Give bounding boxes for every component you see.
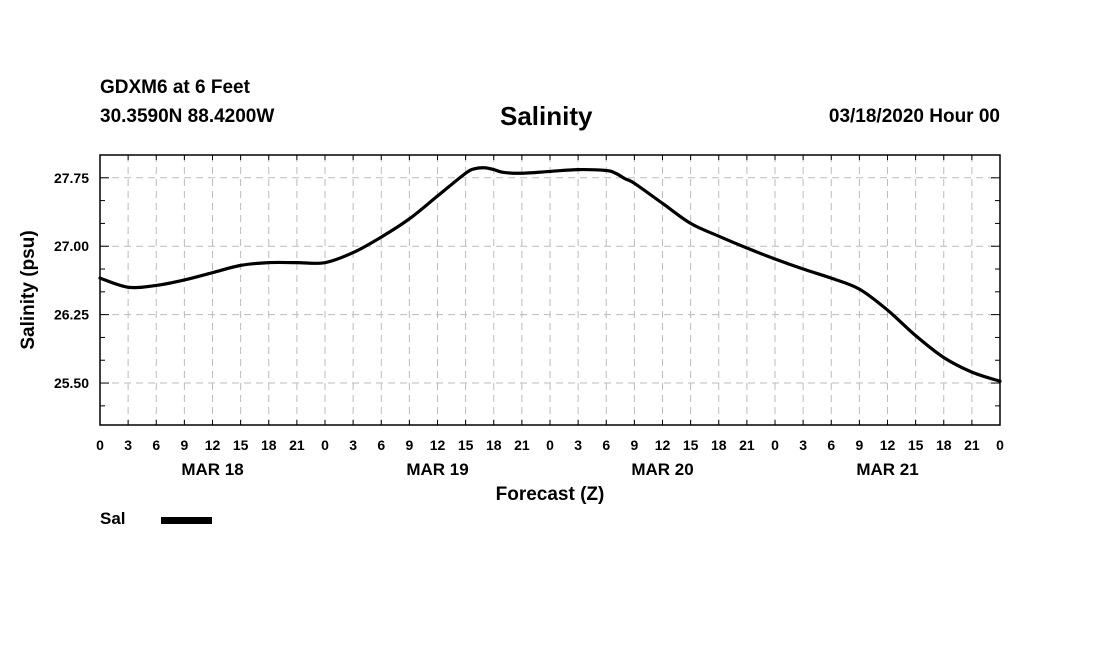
forecast-run-time: 03/18/2020 Hour 00 [828, 106, 1000, 127]
x-tick-label: 6 [602, 437, 610, 453]
x-axis-day-labels: MAR 18 MAR 19 MAR 20 MAR 21 [181, 460, 918, 479]
y-tick-label: 27.75 [54, 170, 89, 186]
x-day-label: MAR 20 [631, 460, 693, 479]
x-tick-label: 9 [405, 437, 413, 453]
x-axis-ticks: 0 3 6 9 12 15 18 21 0 3 6 9 12 15 18 21 0 3 6 9 12 15 18 21 0 3 6 9… [96, 155, 1004, 453]
y-tick-label: 27.00 [54, 238, 89, 254]
legend-label: Sal [100, 509, 126, 528]
grid-lines [100, 155, 1000, 425]
y-axis-label: Salinity (psu) [18, 230, 39, 349]
station-coordinates: 30.3590N 88.4200W [100, 106, 275, 127]
y-axis-ticks: 25.50 26.25 27.00 27.75 [54, 170, 1000, 391]
x-tick-label: 15 [458, 437, 474, 453]
x-day-label: MAR 21 [856, 460, 918, 479]
x-tick-label: 3 [574, 437, 582, 453]
x-tick-label: 3 [124, 437, 132, 453]
station-name: GDXM6 at 6 Feet [100, 77, 250, 98]
x-tick-label: 0 [771, 437, 779, 453]
x-tick-label: 15 [908, 437, 924, 453]
x-tick-label: 12 [430, 437, 446, 453]
x-tick-label: 0 [96, 437, 104, 453]
x-day-label: MAR 18 [181, 460, 243, 479]
y-tick-label: 25.50 [54, 375, 89, 391]
x-tick-label: 0 [546, 437, 554, 453]
x-tick-label: 15 [683, 437, 699, 453]
x-tick-label: 6 [827, 437, 835, 453]
y-tick-label: 26.25 [54, 307, 89, 323]
x-tick-label: 18 [486, 437, 502, 453]
x-tick-label: 0 [996, 437, 1004, 453]
x-tick-label: 6 [377, 437, 385, 453]
x-tick-label: 21 [739, 437, 755, 453]
x-tick-label: 21 [514, 437, 530, 453]
legend-line-swatch [161, 517, 212, 524]
x-tick-label: 15 [233, 437, 249, 453]
x-tick-label: 21 [289, 437, 305, 453]
x-day-label: MAR 19 [406, 460, 468, 479]
x-tick-label: 12 [655, 437, 671, 453]
x-tick-label: 18 [261, 437, 277, 453]
legend: Sal [100, 509, 212, 529]
series-layer [98, 166, 1002, 383]
x-tick-label: 3 [349, 437, 357, 453]
x-tick-label: 18 [711, 437, 727, 453]
chart-title: Salinity [500, 101, 593, 131]
x-tick-label: 18 [936, 437, 952, 453]
x-tick-label: 9 [855, 437, 863, 453]
x-tick-label: 3 [799, 437, 807, 453]
series-line-sal [98, 166, 1002, 383]
x-axis-label: Forecast (Z) [496, 484, 605, 505]
x-tick-label: 21 [964, 437, 980, 453]
x-tick-label: 12 [880, 437, 896, 453]
x-tick-label: 6 [152, 437, 160, 453]
x-tick-label: 0 [321, 437, 329, 453]
x-tick-label: 12 [205, 437, 221, 453]
x-tick-label: 9 [630, 437, 638, 453]
x-tick-label: 9 [180, 437, 188, 453]
